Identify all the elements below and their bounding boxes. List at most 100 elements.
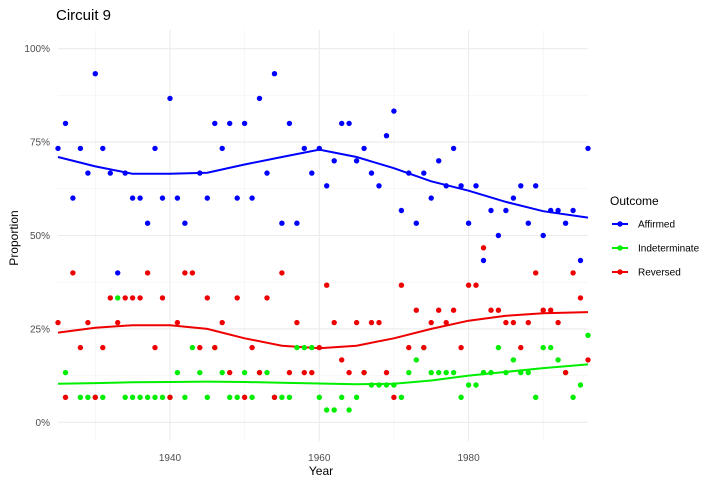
point-reversed [458,345,463,350]
chart-title: Circuit 9 [56,7,111,24]
point-affirmed [182,221,187,226]
point-affirmed [421,170,426,175]
point-indeterminate [399,395,404,400]
point-reversed [93,395,98,400]
point-affirmed [175,195,180,200]
point-reversed [391,395,396,400]
point-affirmed [145,221,150,226]
point-reversed [115,320,120,325]
point-indeterminate [205,395,210,400]
legend-label-reversed: Reversed [638,268,681,279]
point-reversed [496,308,501,313]
point-reversed [279,270,284,275]
point-reversed [145,270,150,275]
point-reversed [123,295,128,300]
point-indeterminate [444,370,449,375]
point-reversed [212,345,217,350]
point-indeterminate [309,345,314,350]
point-affirmed [346,121,351,126]
point-indeterminate [63,370,68,375]
point-affirmed [279,221,284,226]
point-affirmed [414,221,419,226]
point-affirmed [488,208,493,213]
point-reversed [85,320,90,325]
y-axis-title: Proportion [7,210,21,265]
point-indeterminate [130,395,135,400]
point-indeterminate [324,407,329,412]
point-reversed [451,308,456,313]
legend-title: Outcome [610,194,659,208]
point-affirmed [563,221,568,226]
point-indeterminate [249,395,254,400]
point-affirmed [458,183,463,188]
point-indeterminate [570,395,575,400]
point-affirmed [526,221,531,226]
point-affirmed [570,208,575,213]
point-indeterminate [317,395,322,400]
point-indeterminate [137,395,142,400]
point-affirmed [436,158,441,163]
y-tick-label: 0% [36,418,51,429]
point-affirmed [100,146,105,151]
point-reversed [272,395,277,400]
point-indeterminate [190,345,195,350]
point-indeterminate [160,395,165,400]
point-affirmed [115,270,120,275]
point-reversed [376,320,381,325]
point-indeterminate [332,407,337,412]
legend-key-point-affirmed [617,221,622,226]
x-tick-label: 1940 [159,453,182,464]
point-affirmed [384,133,389,138]
point-affirmed [235,195,240,200]
point-reversed [585,357,590,362]
point-indeterminate [152,395,157,400]
point-indeterminate [354,395,359,400]
point-affirmed [294,221,299,226]
point-indeterminate [369,382,374,387]
point-reversed [182,270,187,275]
point-affirmed [70,195,75,200]
x-tick-label: 1980 [457,453,480,464]
point-reversed [488,308,493,313]
point-affirmed [541,233,546,238]
point-affirmed [264,170,269,175]
point-affirmed [85,170,90,175]
point-indeterminate [481,370,486,375]
point-indeterminate [451,370,456,375]
point-reversed [324,283,329,288]
point-affirmed [339,121,344,126]
point-affirmed [227,121,232,126]
point-indeterminate [115,295,120,300]
point-reversed [369,320,374,325]
point-reversed [190,270,195,275]
point-reversed [481,245,486,250]
point-reversed [511,320,516,325]
point-reversed [570,270,575,275]
point-indeterminate [182,395,187,400]
point-affirmed [555,208,560,213]
point-reversed [294,320,299,325]
point-reversed [555,320,560,325]
point-reversed [421,345,426,350]
point-affirmed [466,221,471,226]
point-reversed [242,395,247,400]
point-affirmed [257,96,262,101]
point-affirmed [391,108,396,113]
point-indeterminate [123,395,128,400]
point-affirmed [548,208,553,213]
point-indeterminate [503,370,508,375]
point-reversed [264,295,269,300]
point-reversed [414,308,419,313]
point-reversed [444,320,449,325]
point-reversed [63,395,68,400]
point-reversed [466,283,471,288]
point-reversed [309,370,314,375]
point-affirmed [55,146,60,151]
point-indeterminate [302,345,307,350]
point-indeterminate [548,345,553,350]
point-reversed [429,320,434,325]
legend-label-affirmed: Affirmed [638,220,675,231]
point-reversed [399,283,404,288]
y-tick-label: 75% [30,138,50,149]
point-indeterminate [220,370,225,375]
